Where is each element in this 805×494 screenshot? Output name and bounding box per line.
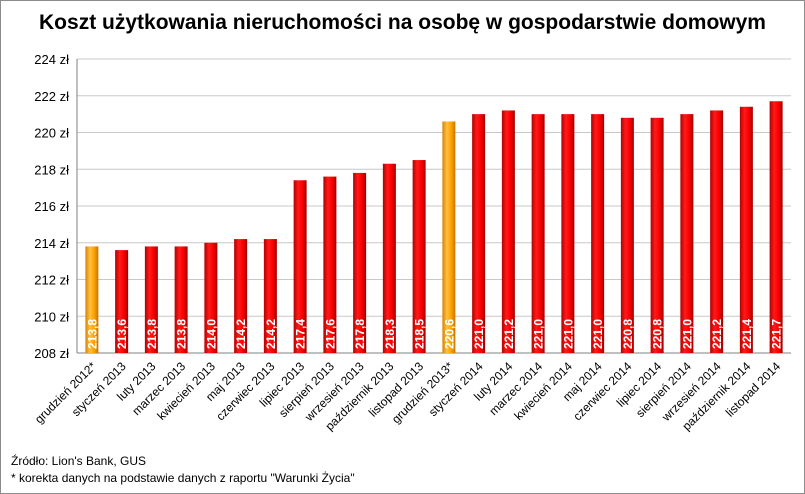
bar <box>650 117 664 353</box>
y-tick-label: 218 zł <box>34 162 69 177</box>
bar-chart: 208 zł 210 zł 212 zł 214 zł 216 zł 218 zł 220 … <box>32 52 791 433</box>
data-label: 221,2 <box>710 319 724 349</box>
bar <box>174 246 188 353</box>
bar <box>472 114 486 353</box>
data-label: 218,5 <box>413 319 427 349</box>
bar <box>561 114 575 353</box>
y-tick-label: 210 zł <box>34 309 69 324</box>
bar <box>293 180 307 353</box>
data-label: 218,3 <box>383 319 397 349</box>
y-tick-label: 224 zł <box>34 52 69 67</box>
y-tick-label: 214 zł <box>34 236 69 251</box>
data-labels: 213,8 213,6 213,8 213,8 214,0 214,2 214,2 217,4… <box>85 319 783 349</box>
bar <box>382 163 396 353</box>
chart-title: Koszt użytkowania nieruchomości na osobę… <box>39 11 766 34</box>
y-tick-label: 220 zł <box>34 126 69 141</box>
source-note: Źródło: Lion's Bank, GUS <box>11 454 147 468</box>
bar <box>680 114 694 353</box>
gridlines <box>76 58 791 354</box>
y-tick-label: 222 zł <box>34 89 69 104</box>
bar <box>353 172 367 353</box>
data-label: 217,4 <box>294 319 308 349</box>
bar <box>442 121 456 353</box>
y-tick-label: 216 zł <box>34 199 69 214</box>
data-label: 214,2 <box>264 319 278 349</box>
bar <box>323 176 337 353</box>
bar <box>710 110 724 353</box>
bar <box>739 106 753 354</box>
bar <box>412 160 426 353</box>
data-label: 221,7 <box>770 319 784 349</box>
data-label: 217,6 <box>323 319 337 349</box>
data-label: 221,2 <box>502 319 516 349</box>
y-tick-label: 208 zł <box>34 346 69 361</box>
data-label: 220,8 <box>621 319 635 349</box>
data-label: 221,0 <box>680 319 694 349</box>
data-label: 213,6 <box>115 319 129 349</box>
bar <box>591 114 605 353</box>
bar <box>115 250 129 353</box>
data-label: 214,2 <box>234 319 248 349</box>
data-label: 213,8 <box>85 319 99 349</box>
footnote: * korekta danych na podstawie danych z r… <box>11 471 355 485</box>
bar <box>144 246 158 353</box>
y-tick-label: 212 zł <box>34 273 69 288</box>
data-label: 220,8 <box>651 319 665 349</box>
bar <box>263 239 277 353</box>
data-label: 221,4 <box>740 319 754 349</box>
y-axis-ticks: 208 zł 210 zł 212 zł 214 zł 216 zł 218 zł 220 … <box>34 52 69 361</box>
bars <box>85 101 783 354</box>
bar <box>234 239 248 353</box>
data-label: 217,8 <box>353 319 367 349</box>
data-label: 221,0 <box>561 319 575 349</box>
bar <box>501 110 515 353</box>
bar <box>531 114 545 353</box>
data-label: 213,8 <box>145 319 159 349</box>
data-label: 221,0 <box>591 319 605 349</box>
bar <box>620 117 634 353</box>
data-label: 213,8 <box>175 319 189 349</box>
data-label: 214,0 <box>204 319 218 349</box>
bar <box>204 242 218 353</box>
bar <box>85 246 99 353</box>
data-label: 220,6 <box>442 319 456 349</box>
data-label: 221,0 <box>532 319 546 349</box>
bar <box>769 101 783 353</box>
data-label: 221,0 <box>472 319 486 349</box>
